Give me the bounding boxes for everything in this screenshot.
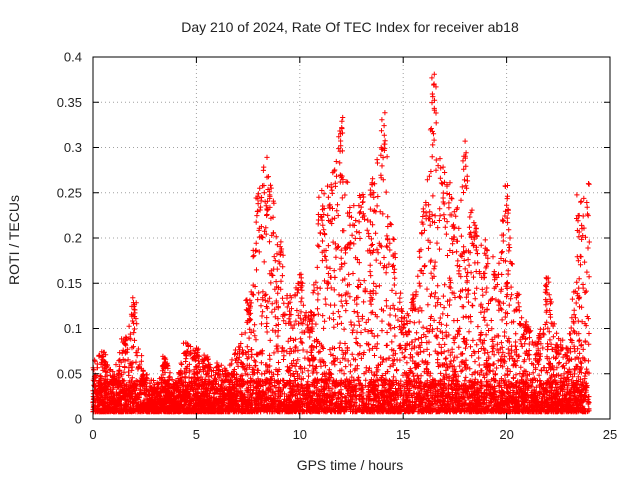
x-tick-label: 5	[193, 427, 200, 442]
y-tick-label: 0.15	[57, 276, 82, 291]
grid-lines	[93, 57, 610, 419]
y-tick-label: 0.1	[64, 321, 82, 336]
y-tick-label: 0.25	[57, 185, 82, 200]
y-tick-label: 0.2	[64, 231, 82, 246]
y-tick-label: 0.3	[64, 140, 82, 155]
y-tick-label: 0.4	[64, 50, 82, 65]
y-tick-label: 0.05	[57, 366, 82, 381]
y-tick-label: 0	[75, 412, 82, 427]
chart-title: Day 210 of 2024, Rate Of TEC Index for r…	[181, 19, 519, 35]
x-tick-label: 0	[89, 427, 96, 442]
axis-ticks: 0 5 10 15 20 25 0 0.05 0.1 0.15 0.2 0.25 0.3 0.35 0.4	[57, 50, 618, 443]
x-tick-label: 25	[603, 427, 617, 442]
x-axis-label: GPS time / hours	[297, 457, 404, 473]
x-tick-label: 10	[293, 427, 307, 442]
y-axis-label: ROTI / TECUs	[6, 195, 22, 285]
y-tick-label: 0.35	[57, 95, 82, 110]
roti-markers	[90, 71, 592, 415]
x-tick-label: 15	[396, 427, 410, 442]
data-points	[90, 71, 592, 415]
x-tick-label: 20	[499, 427, 513, 442]
